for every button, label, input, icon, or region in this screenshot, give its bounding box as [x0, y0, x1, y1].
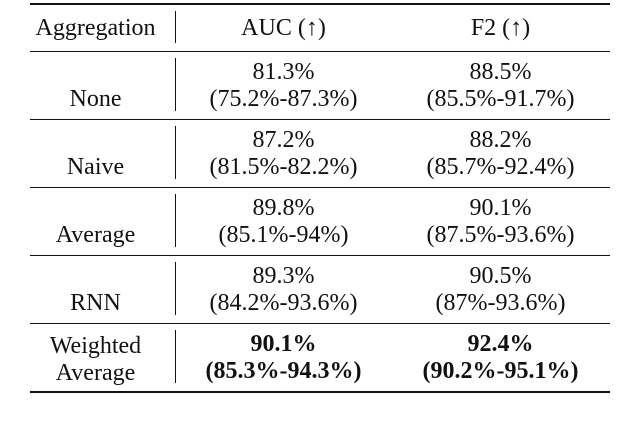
metric-value: 92.4%: [467, 330, 534, 357]
column-divider: [175, 194, 176, 247]
metric-cell: 88.5% (85.5%-91.7%): [391, 52, 610, 119]
column-divider: [175, 262, 176, 315]
metric-value: 89.8%: [252, 194, 315, 221]
metric-ci: (90.2%-95.1%): [422, 357, 579, 384]
metric-value: 88.2%: [469, 126, 532, 153]
metric-value: 88.5%: [469, 58, 532, 85]
metric-ci: (85.7%-92.4%): [426, 153, 575, 180]
metric-ci: (81.5%-82.2%): [209, 153, 358, 180]
column-divider: [175, 11, 176, 43]
metric-ci: (75.2%-87.3%): [209, 85, 358, 112]
column-divider: [175, 126, 176, 179]
header-cell: Aggregation: [35, 14, 156, 41]
row-name: RNN: [70, 290, 121, 316]
table-row: Weighted Average 90.1% (85.3%-94.3%) 92.4%(…: [30, 323, 610, 391]
metric-ci: (84.2%-93.6%): [209, 289, 358, 316]
metric-cell: 88.2% (85.7%-92.4%): [391, 120, 610, 187]
row-label: Weighted Average: [30, 324, 175, 391]
row-name: None: [69, 86, 122, 112]
table-row: Naive 87.2% (81.5%-82.2%) 88.2% (85.7%-92.4%…: [30, 119, 610, 187]
metric-cell: 90.1% (87.5%-93.6%): [391, 188, 610, 255]
row-label: None: [30, 52, 175, 119]
row-label: Average: [30, 188, 175, 255]
metric-ci: (85.5%-91.7%): [426, 85, 575, 112]
metric-value: 90.1%: [469, 194, 532, 221]
metric-cell: 89.8% (85.1%-94%): [176, 188, 391, 255]
table-row: RNN 89.3% (84.2%-93.6%) 90.5% (87%-93.6%): [30, 255, 610, 323]
metric-value: 87.2%: [252, 126, 315, 153]
metric-ci: (85.3%-94.3%): [205, 357, 362, 384]
table-row: None 81.3% (75.2%-87.3%) 88.5% (85.5%-91.7%): [30, 51, 610, 119]
metric-cell: 87.2% (81.5%-82.2%): [176, 120, 391, 187]
column-divider: [175, 58, 176, 111]
row-label: RNN: [30, 256, 175, 323]
metric-cell: 90.1% (85.3%-94.3%): [176, 324, 391, 391]
header-row: Aggregation AUC (↑) F2 (↑): [30, 5, 610, 51]
metric-value: 90.5%: [469, 262, 532, 289]
metric-cell: 90.5% (87%-93.6%): [391, 256, 610, 323]
row-label: Naive: [30, 120, 175, 187]
row-name: Weighted Average: [49, 333, 142, 386]
row-name: Naive: [66, 154, 125, 180]
header-cell: F2 (↑): [470, 14, 531, 41]
metric-value: 89.3%: [252, 262, 315, 289]
metric-ci: (87%-93.6%): [435, 289, 566, 316]
header-cell: AUC (↑): [241, 14, 326, 41]
metric-value: 90.1%: [250, 330, 317, 357]
metric-ci: (87.5%-93.6%): [426, 221, 575, 248]
metric-ci: (85.1%-94%): [218, 221, 349, 248]
results-table: Aggregation AUC (↑) F2 (↑) None 81.3% (75.2%-…: [30, 3, 610, 393]
metric-cell: 92.4% (90.2%-95.1%): [391, 324, 610, 391]
row-name: Average: [55, 222, 136, 248]
metric-cell: 89.3% (84.2%-93.6%): [176, 256, 391, 323]
column-divider: [175, 330, 176, 383]
metric-value: 81.3%: [252, 58, 315, 85]
table-row: Average 89.8% (85.1%-94%) 90.1% (87.5%-93.6%…: [30, 187, 610, 255]
metric-cell: 81.3% (75.2%-87.3%): [176, 52, 391, 119]
